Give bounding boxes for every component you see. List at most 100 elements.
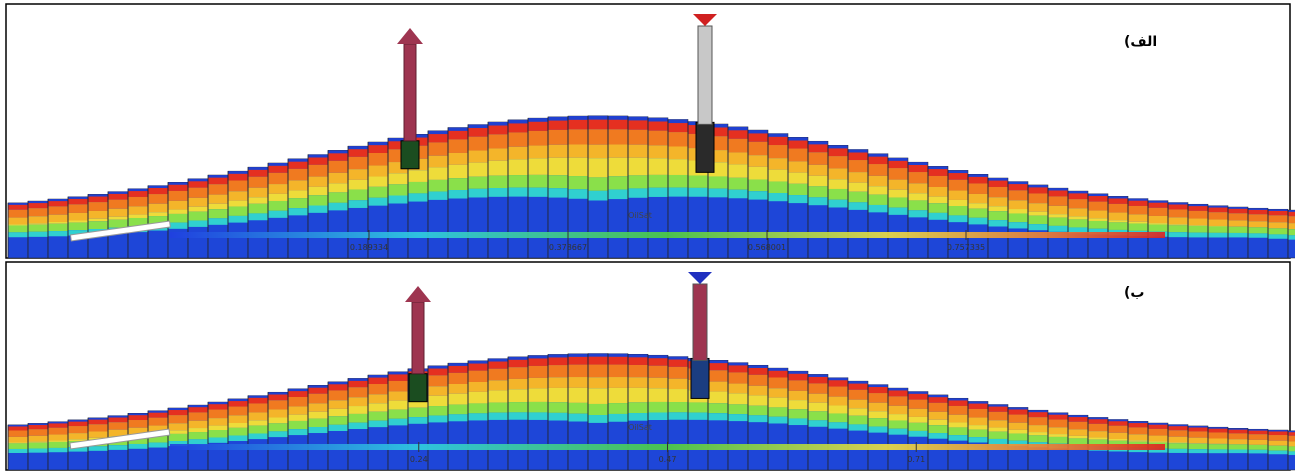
cell-band [569,388,588,403]
cell-band [729,139,748,153]
cell-band [349,146,368,149]
cell-band [829,156,848,168]
cell-band [789,149,808,162]
well-shaft [412,302,424,374]
cell-band [249,426,268,434]
cell-band [289,389,308,391]
cell-band [1249,450,1268,454]
cell-band [1089,424,1108,431]
grid-column [668,357,688,470]
cell-band [949,173,968,180]
cell-band [809,374,828,377]
cell-band [449,178,468,190]
cell-band [549,121,568,130]
cell-band [929,166,948,169]
cell-band [1289,431,1295,432]
cell-band [529,366,548,378]
cell-band [49,442,68,448]
cell-band [289,159,308,162]
cell-band [1029,412,1048,417]
cell-band [29,429,48,436]
cell-band [9,443,28,449]
cell-band [669,119,688,123]
cell-band [709,382,728,392]
cell-band [629,158,648,176]
cell-band [1069,429,1088,436]
cell-band [909,165,928,172]
cell-band [1109,204,1128,213]
grid-column [968,401,988,470]
grid-column [1088,194,1108,258]
cell-band [549,354,568,357]
cell-band [429,416,448,423]
cell-band [229,171,248,174]
cell-band [269,211,288,218]
cell-band [1009,184,1028,190]
cell-band [969,430,988,438]
cell-band [869,403,888,411]
grid-column [1168,203,1188,258]
cell-band [789,137,808,140]
cell-band [449,153,468,165]
cell-band [869,164,888,176]
cell-band [269,409,288,417]
cell-band [1049,427,1068,434]
cell-band [289,406,308,414]
cell-band [129,444,148,449]
cell-band [529,158,548,175]
cell-band [229,407,248,416]
cell-band [749,130,768,133]
cell-band [1149,425,1168,429]
cell-band [469,382,488,392]
cell-band [1189,438,1208,443]
cell-band [1249,431,1268,435]
grid-column [1168,425,1188,470]
cell-band [89,424,108,431]
cell-band [1109,419,1128,421]
cell-band [429,156,448,168]
cell-band [889,198,908,208]
cell-band [49,222,68,224]
cell-band [49,224,68,231]
cell-band [789,400,808,409]
cell-band [1269,430,1288,431]
cell-band [269,423,288,431]
cell-band [869,186,888,194]
cell-band [89,446,108,451]
cell-band [109,209,128,217]
cell-band [1289,432,1295,436]
cell-band [9,449,28,453]
cell-band [589,357,608,365]
cell-band [849,390,868,400]
cell-band [269,201,288,211]
cell-band [829,179,848,189]
cell-band [1169,426,1188,430]
cell-band [329,390,348,400]
cell-band [1269,446,1288,451]
cell-band [49,428,68,435]
cell-band [889,414,908,420]
cell-band [309,427,328,433]
cell-band [249,433,268,439]
cell-band [1189,219,1208,226]
cell-band [669,379,688,389]
cell-band [229,428,248,436]
cell-band [369,142,388,145]
cell-band [609,403,628,414]
colorbar-tick-label: 0.24 [410,455,428,464]
cell-band [609,377,628,388]
cell-band [1169,443,1188,449]
grid-column [1028,185,1048,258]
cell-band [389,184,408,195]
cell-band [729,384,748,394]
cell-band [1289,235,1295,239]
grid-column [348,146,368,258]
cell-band [189,412,208,420]
grid-column [68,197,88,258]
cell-band [249,396,268,398]
cell-band [809,141,828,144]
cell-band [529,122,548,131]
cell-band [909,431,928,437]
cell-band [389,372,408,375]
grid-column [988,178,1008,258]
